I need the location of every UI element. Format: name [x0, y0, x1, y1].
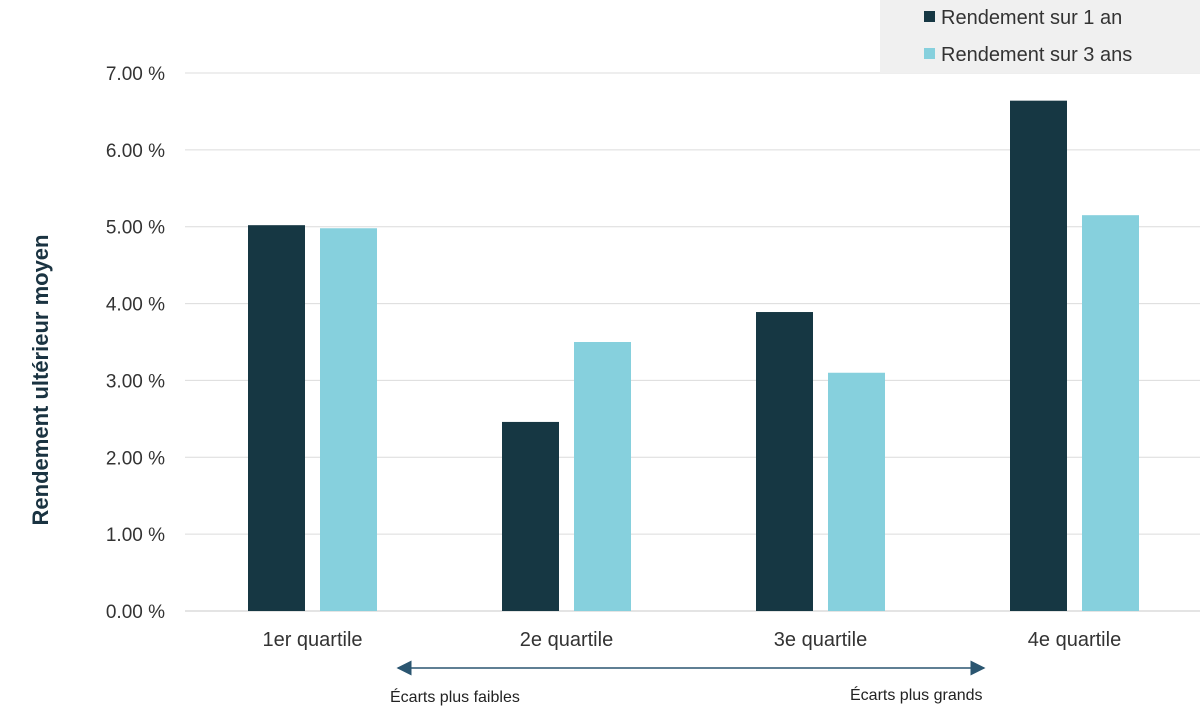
y-tick-label: 0.00 %	[106, 602, 165, 623]
bar-1-year-q3	[756, 312, 813, 611]
bar-1-year-q1	[248, 225, 305, 612]
legend: Rendement sur 1 an Rendement sur 3 ans	[880, 0, 1200, 73]
category-label: 1er quartile	[262, 629, 362, 651]
category-labels: 1er quartile 2e quartile 3e quartile 4e qua…	[262, 629, 1121, 651]
category-label: 2e quartile	[520, 629, 613, 651]
y-tick-labels: 0.00 % 1.00 % 2.00 % 3.00 % 4.00 % 5.00 % 6.00…	[106, 64, 165, 623]
bar-1-year-q4	[1010, 100, 1067, 611]
bars	[248, 100, 1139, 612]
bar-1-year-q2	[502, 421, 559, 611]
bar-3-years-q3	[828, 372, 885, 611]
legend-swatch-3-years	[924, 48, 935, 59]
bar-3-years-q4	[1082, 215, 1139, 611]
legend-swatch-1-year	[924, 11, 935, 22]
y-tick-label: 2.00 %	[106, 448, 165, 469]
y-tick-label: 7.00 %	[106, 64, 165, 85]
annotation-lower-spreads: Écarts plus faibles	[390, 687, 520, 706]
y-tick-label: 1.00 %	[106, 525, 165, 546]
y-tick-label: 4.00 %	[106, 295, 165, 316]
legend-label-3-years: Rendement sur 3 ans	[941, 44, 1132, 66]
y-axis-title: Rendement ultérieur moyen	[28, 235, 53, 526]
bar-3-years-q1	[320, 228, 377, 611]
y-tick-label: 3.00 %	[106, 371, 165, 392]
legend-label-1-year: Rendement sur 1 an	[941, 7, 1122, 29]
y-tick-label: 5.00 %	[106, 218, 165, 239]
annotation-higher-spreads: Écarts plus grands	[850, 685, 983, 704]
category-label: 4e quartile	[1028, 629, 1121, 651]
y-tick-label: 6.00 %	[106, 141, 165, 162]
bar-3-years-q2	[574, 342, 631, 611]
category-label: 3e quartile	[774, 629, 867, 651]
